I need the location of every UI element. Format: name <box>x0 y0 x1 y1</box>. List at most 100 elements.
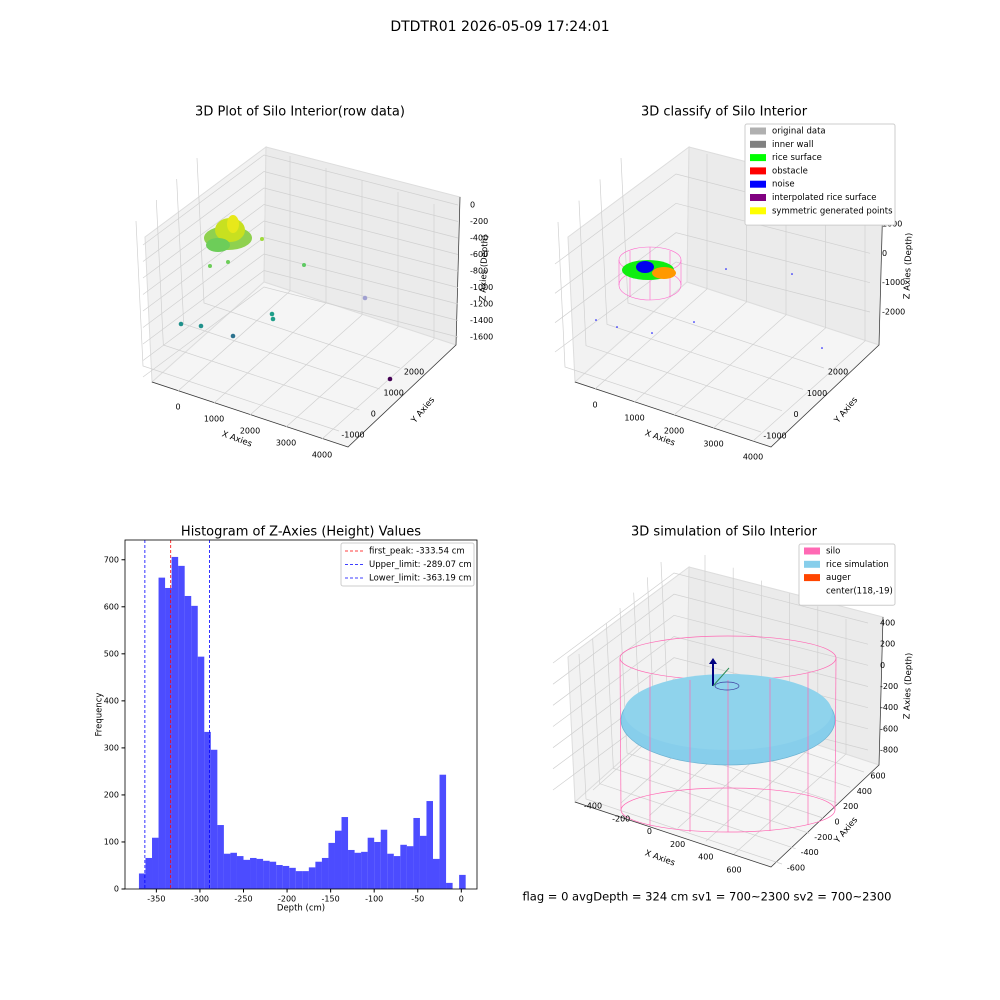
y-tick-label: 400 <box>857 787 872 796</box>
legend-swatch <box>804 547 820 555</box>
grid-line <box>554 202 871 294</box>
panel-title: 3D classify of Silo Interior <box>641 105 808 120</box>
z-tick-label: -200 <box>470 217 488 226</box>
z-tick-label: -200 <box>880 682 898 691</box>
x-tick-label: 3000 <box>276 439 296 448</box>
grid-line <box>594 154 708 390</box>
legend-swatch <box>750 140 766 148</box>
grid-line <box>554 232 871 323</box>
legend-swatch <box>750 207 766 215</box>
bar <box>204 731 211 889</box>
legend-label: interpolated rice surface <box>772 193 877 203</box>
x-tick-label: 400 <box>698 853 713 862</box>
x-tick-label: -50 <box>411 895 424 904</box>
bar <box>334 830 342 889</box>
panel-title: Histogram of Z-Axies (Height) Values <box>181 525 421 540</box>
legend-label: obstacle <box>772 166 808 176</box>
bar <box>308 867 316 889</box>
bar <box>289 867 296 889</box>
bar <box>295 871 303 889</box>
z-axis-label: Z Axies (Depth) <box>902 653 914 720</box>
legend-swatch <box>750 194 766 201</box>
grid-line <box>578 653 783 865</box>
z-tick-label: -400 <box>470 234 488 243</box>
bar <box>387 853 394 889</box>
bar <box>230 852 237 889</box>
z-tick-label: -1400 <box>470 316 493 325</box>
bar <box>276 865 283 889</box>
y-tick-label: 1000 <box>383 389 403 398</box>
bar <box>282 865 290 889</box>
grid-line <box>552 614 869 706</box>
bar <box>367 837 375 889</box>
classified-points <box>595 246 823 349</box>
grid-line <box>713 193 826 429</box>
legend-box <box>744 123 896 226</box>
y-tick-label: -600 <box>787 864 805 873</box>
z-tick-label: -1200 <box>470 300 493 309</box>
x-tick-label: 4000 <box>743 453 763 462</box>
x-tick-label: 2000 <box>664 427 684 436</box>
grid-line <box>578 200 783 411</box>
panes <box>135 145 884 868</box>
legend-box <box>340 542 475 587</box>
panel-title: 3D Plot of Silo Interior(row data) <box>195 105 405 120</box>
legend-swatch <box>750 167 766 175</box>
z-tick-label: -1000 <box>470 283 493 292</box>
bar <box>158 577 166 889</box>
bar <box>243 859 251 889</box>
legend-swatch <box>804 574 820 582</box>
legend-swatch <box>804 560 820 568</box>
z-tick-label: 0 <box>880 661 885 670</box>
legend-label: center(118,-19) <box>826 586 893 596</box>
bar <box>165 587 172 889</box>
grid-line <box>592 638 796 849</box>
x-tick-label: 200 <box>670 840 685 849</box>
grid-line <box>599 179 804 390</box>
bar <box>380 829 388 889</box>
bar <box>263 860 270 889</box>
x-tick-label: -200 <box>612 814 630 823</box>
legend-swatch <box>750 127 766 135</box>
grid-line <box>620 157 825 369</box>
raw-points <box>178 215 393 382</box>
bar <box>400 844 407 889</box>
bar <box>223 853 231 889</box>
grid-line <box>142 171 459 262</box>
bar <box>171 556 179 889</box>
y-tick-label: -1000 <box>341 431 364 440</box>
x-tick-label: 0 <box>175 403 180 412</box>
bar <box>348 849 355 889</box>
y-tick-label: 700 <box>104 555 119 564</box>
x-tick-label: 0 <box>592 401 597 410</box>
bar <box>197 656 205 889</box>
grid-line <box>285 192 399 428</box>
x-tick-label: -150 <box>322 895 340 904</box>
bar <box>328 842 335 889</box>
bar <box>302 871 309 889</box>
legend-label: rice surface <box>772 153 822 163</box>
bar <box>269 861 277 889</box>
z-tick-label: -800 <box>880 746 898 755</box>
silo-simulation <box>619 635 837 833</box>
legend-label: noise <box>772 180 795 190</box>
bar <box>446 882 453 889</box>
legend-label: inner wall <box>772 140 813 150</box>
z-tick-label: 400 <box>880 619 895 628</box>
grid-line <box>196 157 401 369</box>
x-tick-label: -300 <box>191 895 209 904</box>
bar <box>341 817 349 889</box>
z-tick-label: -2000 <box>882 308 905 317</box>
bar <box>413 817 420 889</box>
bar <box>184 595 192 889</box>
x-tick-label: 1000 <box>204 415 224 424</box>
legend-label: rice simulation <box>826 560 889 570</box>
y-tick-label: 2000 <box>404 368 424 377</box>
z-tick-label: -800 <box>470 267 488 276</box>
z-axis-label: Z Axies (Depth) <box>902 233 914 300</box>
x-tick-label: 0 <box>647 827 652 836</box>
bar <box>374 841 381 889</box>
bar <box>191 605 198 889</box>
y-tick-label: 600 <box>104 602 119 611</box>
bar <box>393 856 401 889</box>
